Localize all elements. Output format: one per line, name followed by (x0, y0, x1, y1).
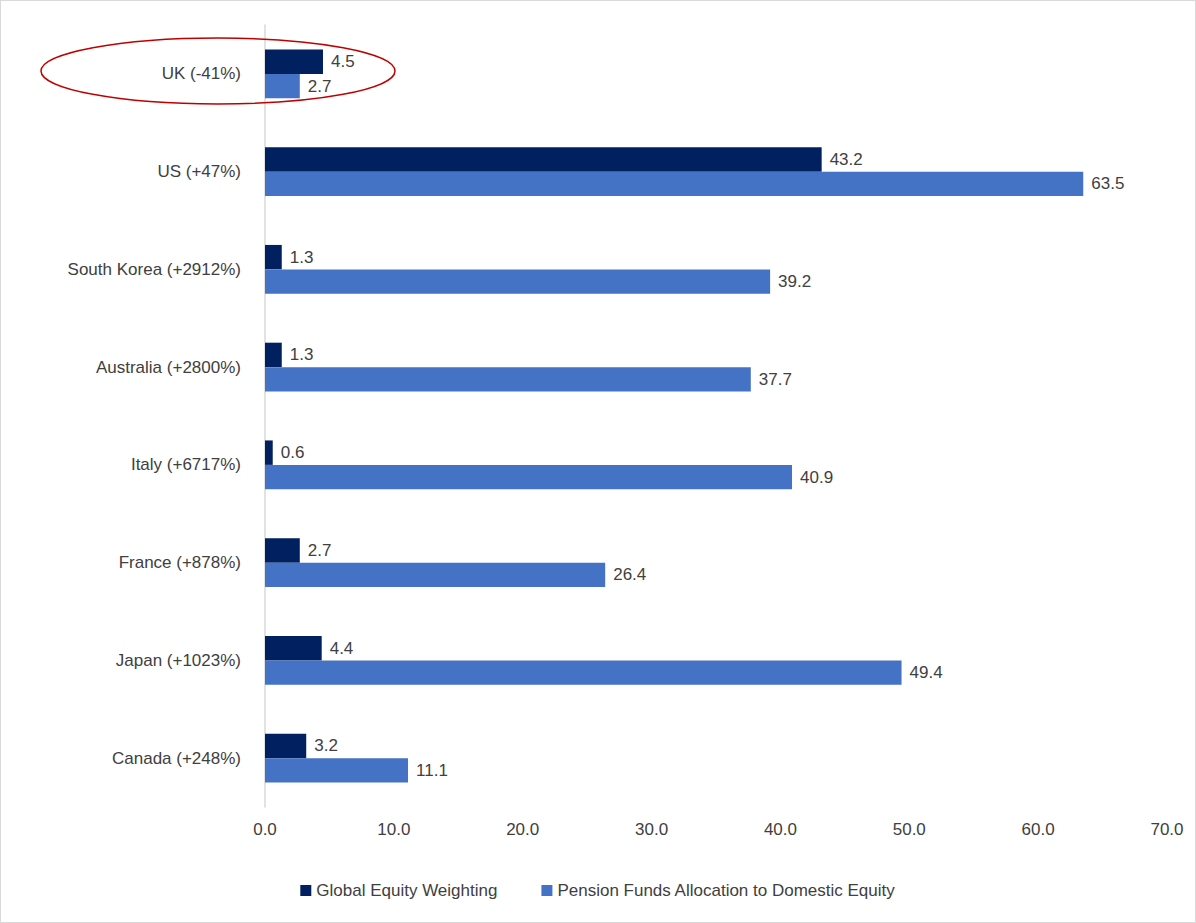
svg-text:3.2: 3.2 (314, 736, 338, 755)
svg-text:40.9: 40.9 (800, 468, 833, 487)
svg-text:40.0: 40.0 (764, 820, 797, 839)
svg-text:20.0: 20.0 (506, 820, 539, 839)
svg-text:0.6: 0.6 (281, 443, 305, 462)
svg-text:US (+47%): US (+47%) (157, 162, 241, 181)
svg-text:Italy (+6717%): Italy (+6717%) (131, 455, 241, 474)
svg-text:Global Equity Weighting: Global Equity Weighting (316, 881, 497, 900)
svg-text:4.5: 4.5 (331, 52, 355, 71)
svg-text:37.7: 37.7 (759, 370, 792, 389)
svg-text:UK (-41%): UK (-41%) (162, 64, 241, 83)
svg-text:1.3: 1.3 (290, 248, 314, 267)
svg-text:0.0: 0.0 (253, 820, 277, 839)
svg-text:France (+878%): France (+878%) (119, 553, 241, 572)
svg-text:4.4: 4.4 (330, 639, 354, 658)
svg-text:1.3: 1.3 (290, 345, 314, 364)
svg-text:26.4: 26.4 (613, 565, 646, 584)
svg-text:Pension Funds Allocation to Do: Pension Funds Allocation to Domestic Equ… (557, 881, 895, 900)
svg-text:70.0: 70.0 (1150, 820, 1183, 839)
svg-text:2.7: 2.7 (308, 77, 332, 96)
svg-text:Canada (+248%): Canada (+248%) (112, 749, 241, 768)
svg-text:Japan (+1023%): Japan (+1023%) (116, 651, 241, 670)
svg-text:50.0: 50.0 (893, 820, 926, 839)
svg-text:10.0: 10.0 (377, 820, 410, 839)
svg-text:49.4: 49.4 (910, 663, 943, 682)
svg-text:60.0: 60.0 (1022, 820, 1055, 839)
svg-text:39.2: 39.2 (778, 272, 811, 291)
svg-text:South Korea (+2912%): South Korea (+2912%) (68, 260, 241, 279)
svg-text:43.2: 43.2 (830, 150, 863, 169)
svg-text:Australia (+2800%): Australia (+2800%) (96, 358, 241, 377)
svg-text:30.0: 30.0 (635, 820, 668, 839)
svg-text:2.7: 2.7 (308, 541, 332, 560)
svg-text:11.1: 11.1 (416, 761, 448, 780)
svg-text:63.5: 63.5 (1091, 174, 1124, 193)
